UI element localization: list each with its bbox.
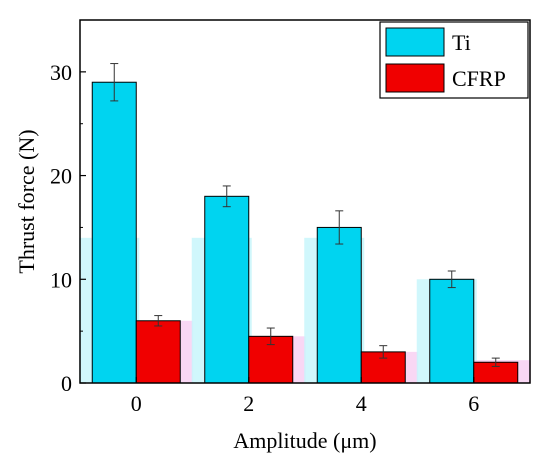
x-tick-label-0: 0 — [131, 391, 142, 416]
legend: Ti CFRP — [379, 21, 529, 99]
x-tick-label-2: 2 — [243, 391, 254, 416]
bar-ti-2 — [204, 195, 250, 384]
x-tick-label-6: 6 — [468, 391, 479, 416]
bar-ti-0 — [91, 81, 137, 384]
y-tick-label-20: 20 — [50, 164, 72, 189]
legend-label-ti: Ti — [452, 30, 471, 55]
y-tick-label-0: 0 — [61, 371, 72, 396]
bar-ti-4 — [316, 226, 362, 384]
bar-ti-6 — [429, 278, 475, 384]
legend-label-cfrp: CFRP — [452, 66, 506, 91]
x-axis-title: Amplitude (μm) — [233, 428, 376, 453]
legend-swatch-cfrp — [385, 63, 445, 93]
bar-cfrp-0 — [135, 320, 181, 384]
bar-layer — [91, 81, 519, 384]
error-bar-layer — [110, 63, 500, 367]
y-axis-title: Thrust force (N) — [14, 129, 39, 273]
x-tick-label-4: 4 — [356, 391, 367, 416]
plot-area-frame — [79, 19, 531, 384]
y-tick-label-30: 30 — [50, 60, 72, 85]
y-tick-label-10: 10 — [50, 267, 72, 292]
axis-layer: 0 2 4 6 0 10 20 30 — [50, 60, 479, 416]
legend-swatch-ti — [385, 27, 445, 57]
